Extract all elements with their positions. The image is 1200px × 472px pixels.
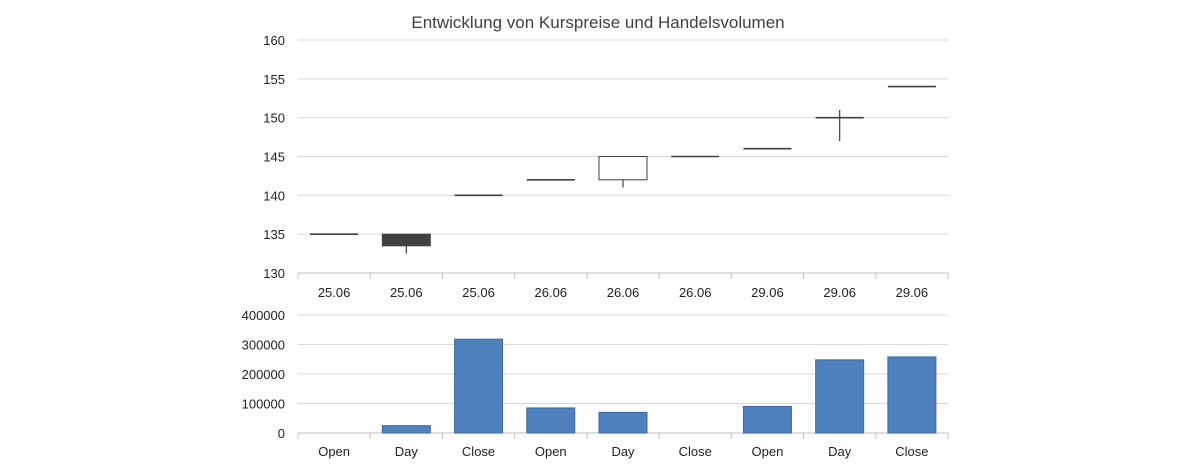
candle <box>815 109 864 141</box>
candle <box>598 156 648 188</box>
volume-y-axis: 0 100000 200000 300000 400000 <box>242 308 285 441</box>
volume-y-tick-label: 100000 <box>242 397 285 412</box>
volume-bar <box>887 356 937 434</box>
volume-bar <box>454 338 504 434</box>
price-x-tick-label: 26.06 <box>535 285 568 300</box>
volume-bar <box>598 411 648 434</box>
volume-bars <box>381 338 937 434</box>
price-x-tick-label: 25.06 <box>390 285 423 300</box>
price-y-tick-label: 135 <box>263 227 285 242</box>
volume-x-tick-label: Day <box>611 444 635 459</box>
volume-y-tick-label: 300000 <box>242 338 285 353</box>
price-x-tick-label: 29.06 <box>896 285 929 300</box>
candles <box>310 85 936 254</box>
candle <box>381 233 431 254</box>
volume-x-tick-label: Open <box>318 444 350 459</box>
volume-y-tick-label: 200000 <box>242 367 285 382</box>
price-x-tick-label: 29.06 <box>823 285 856 300</box>
volume-y-tick-label: 0 <box>278 426 285 441</box>
volume-x-tick-label: Close <box>679 444 712 459</box>
price-y-tick-label: 140 <box>263 188 285 203</box>
volume-bar <box>381 425 431 434</box>
price-x-tick-label: 26.06 <box>679 285 712 300</box>
candle-body <box>598 156 648 181</box>
price-x-tick-label: 29.06 <box>751 285 784 300</box>
volume-x-tick-label: Open <box>535 444 567 459</box>
volume-x-tick-label: Close <box>462 444 495 459</box>
chart-title: Entwicklung von Kurspreise und Handelsvo… <box>411 13 784 32</box>
price-y-tick-label: 130 <box>263 266 285 281</box>
volume-x-tick-label: Day <box>395 444 419 459</box>
price-y-axis: 130 135 140 145 150 155 160 <box>263 33 285 281</box>
price-x-tick-label: 26.06 <box>607 285 640 300</box>
price-y-tick-label: 145 <box>263 150 285 165</box>
volume-bar <box>526 407 576 434</box>
price-x-tick-label: 25.06 <box>462 285 495 300</box>
volume-bar <box>815 359 865 434</box>
volume-x-tick-label: Close <box>895 444 928 459</box>
price-y-tick-label: 155 <box>263 72 285 87</box>
candle-body <box>381 233 431 247</box>
volume-x-axis: Open Day Close Open Day Close Open Day Close <box>297 433 949 459</box>
price-x-tick-label: 25.06 <box>318 285 351 300</box>
volume-x-tick-label: Day <box>828 444 852 459</box>
price-x-axis: 25.06 25.06 25.06 26.06 26.06 26.06 29.06 29.06… <box>297 273 949 300</box>
volume-x-tick-label: Open <box>752 444 784 459</box>
volume-bar <box>742 405 792 434</box>
price-y-tick-label: 160 <box>263 33 285 48</box>
volume-y-tick-label: 400000 <box>242 308 285 323</box>
price-y-tick-label: 150 <box>263 111 285 126</box>
